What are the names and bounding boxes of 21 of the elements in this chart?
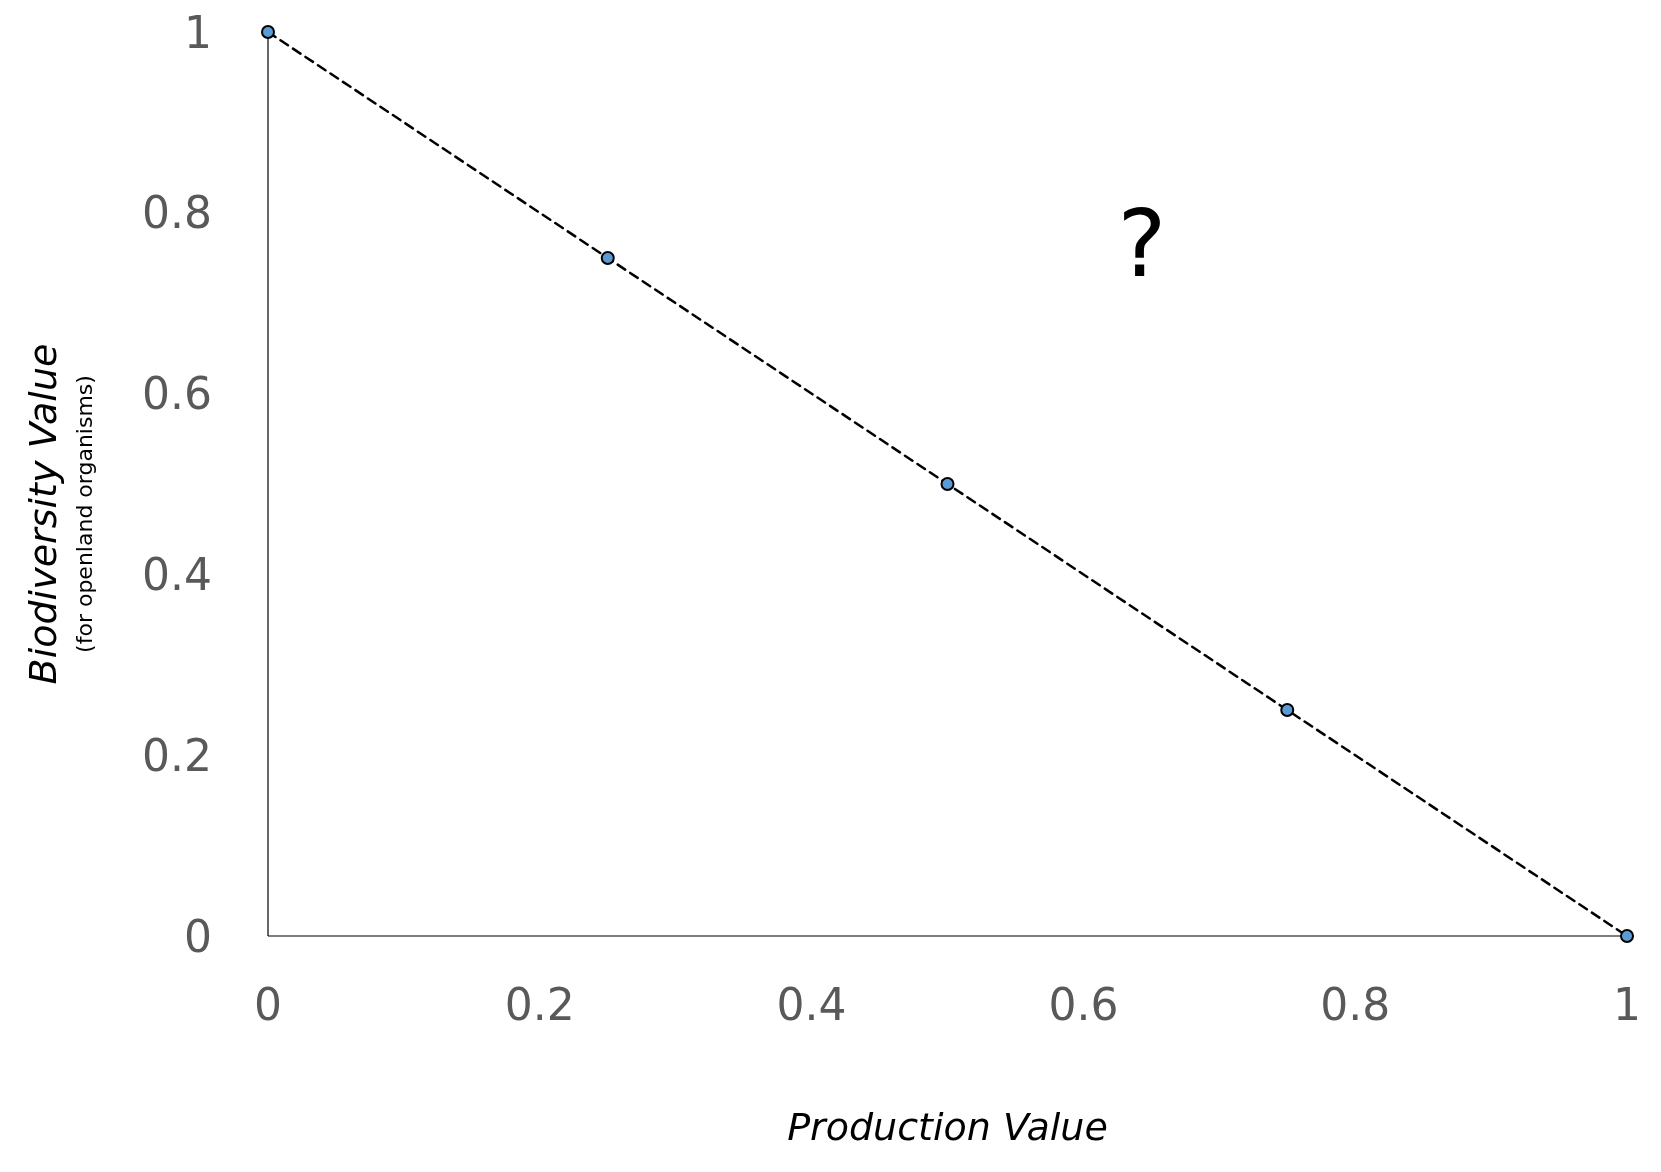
x-tick-label: 0.6 <box>1048 979 1119 1030</box>
y-axis-title: Biodiversity Value <box>21 343 65 685</box>
y-tick-label: 0.6 <box>142 368 212 420</box>
point <box>1620 929 1634 943</box>
x-tick-label: 0.2 <box>504 979 575 1030</box>
x-tick-label: 0.4 <box>776 979 847 1030</box>
annotation: ? <box>1117 191 1167 298</box>
y-tick-label: 0 <box>184 910 212 962</box>
point <box>940 477 955 491</box>
y-tick-label: 0.8 <box>142 187 212 239</box>
y-tick-label: 0.4 <box>142 548 212 600</box>
x-tick-label: 0 <box>254 979 282 1030</box>
text: (for openland organisms) <box>72 375 97 653</box>
y-tick-label: 0.2 <box>142 729 212 781</box>
x-tick-label: 0.8 <box>1320 979 1391 1030</box>
x-tick-label: 1 <box>1613 979 1641 1030</box>
y-tick-label: 1 <box>184 6 212 58</box>
point <box>1280 703 1295 717</box>
x-axis-title: Production Value <box>787 1105 1108 1149</box>
point <box>261 25 275 39</box>
point <box>600 251 615 265</box>
